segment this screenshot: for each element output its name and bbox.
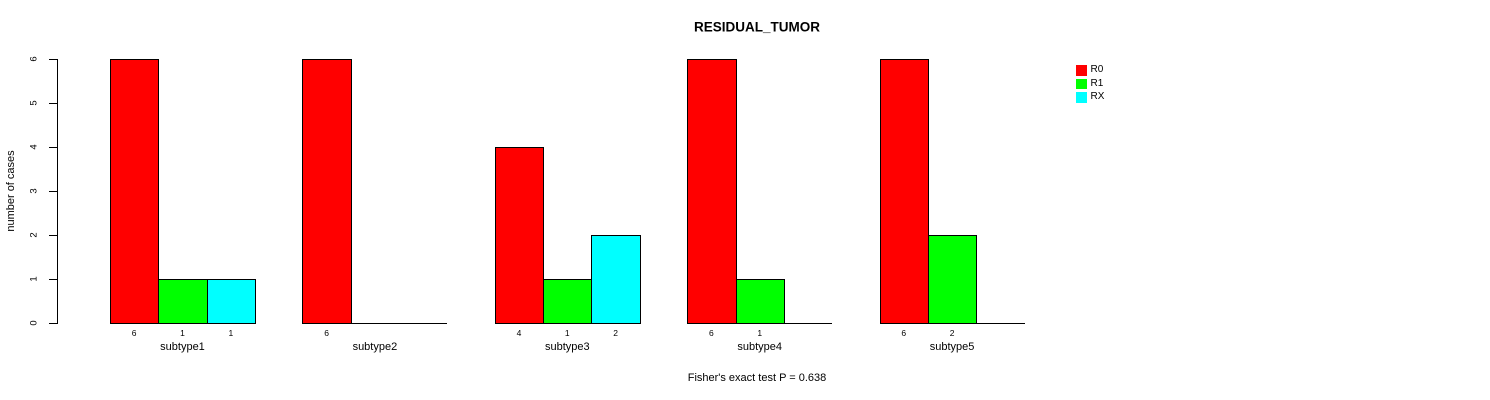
legend-swatch-icon [1076, 78, 1087, 89]
legend-swatch-icon [1076, 92, 1087, 103]
bar-value-label: 6 [708, 328, 714, 338]
bar-r0-subtype5 [879, 59, 929, 324]
y-axis-tick-label: 1 [28, 276, 40, 282]
chart-title: RESIDUAL_TUMOR [693, 19, 821, 35]
legend-label: R0 [1090, 64, 1104, 75]
y-axis-tick [49, 235, 57, 236]
legend: R0 R1 RX [1076, 64, 1105, 103]
y-axis-tick [49, 279, 57, 280]
y-axis-title: number of cases [5, 150, 17, 232]
bar-value-label: 1 [228, 328, 234, 338]
bar-r1-subtype5 [927, 235, 978, 324]
legend-entry-r1: R1 [1076, 77, 1104, 89]
legend-label: RX [1090, 91, 1105, 102]
y-axis-tick-label: 0 [28, 320, 40, 326]
legend-swatch-icon [1076, 65, 1087, 76]
y-axis-line [57, 59, 58, 324]
bar-r0-subtype3 [494, 147, 545, 324]
bar-r0-subtype2 [302, 59, 352, 324]
bar-value-label: 2 [949, 328, 955, 338]
bar-rx-subtype1 [206, 279, 256, 324]
x-baseline [302, 323, 448, 324]
footnote: Fisher's exact test P = 0.638 [687, 372, 827, 384]
bar-r0-subtype1 [110, 59, 160, 324]
category-label-subtype2: subtype2 [352, 341, 398, 353]
y-axis-tick [49, 191, 57, 192]
bar-value-label: 6 [901, 328, 907, 338]
y-axis-tick [49, 147, 57, 148]
bar-value-label: 4 [516, 328, 522, 338]
y-axis-tick-label: 2 [28, 232, 40, 238]
y-axis-tick [49, 323, 57, 324]
bar-value-label: 6 [131, 328, 137, 338]
bar-value-label: 1 [564, 328, 570, 338]
category-label-subtype4: subtype4 [737, 341, 783, 353]
y-axis-tick-label: 6 [28, 56, 40, 62]
bar-value-label: 6 [324, 328, 329, 338]
y-axis-tick [49, 59, 57, 60]
y-axis-tick-label: 3 [28, 188, 40, 194]
y-axis-tick-label: 5 [28, 100, 40, 106]
bar-r0-subtype4 [687, 59, 737, 324]
bar-r1-subtype4 [735, 279, 785, 324]
category-label-subtype3: subtype3 [544, 341, 590, 353]
bar-value-label: 1 [757, 328, 763, 338]
y-axis-tick-label: 4 [28, 144, 40, 150]
legend-label: R1 [1090, 77, 1104, 89]
bar-rx-subtype3 [591, 235, 641, 324]
bar-value-label: 2 [613, 328, 618, 338]
legend-entry-rx: RX [1076, 91, 1105, 103]
legend-entry-r0: R0 [1076, 64, 1104, 76]
y-axis-tick [49, 103, 57, 104]
category-label-subtype5: subtype5 [929, 341, 975, 353]
bar-value-label: 1 [180, 328, 185, 338]
category-label-subtype1: subtype1 [160, 341, 205, 353]
bar-r1-subtype1 [158, 279, 208, 324]
bar-r1-subtype3 [543, 279, 593, 324]
